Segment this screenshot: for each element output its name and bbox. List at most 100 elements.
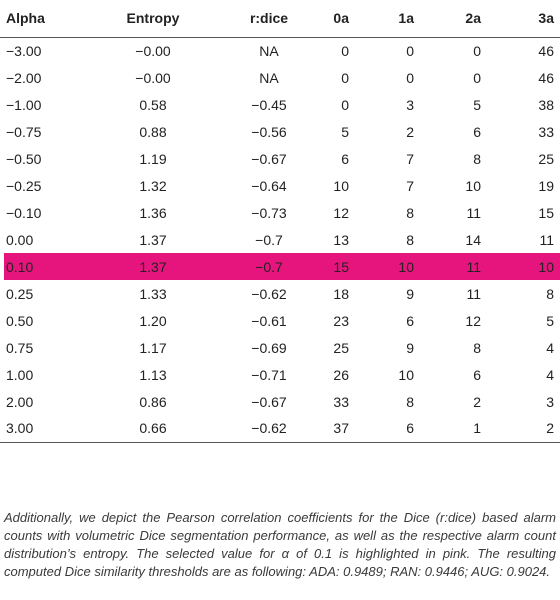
table-cell: 0 xyxy=(406,69,414,86)
table-cell: 46 xyxy=(538,69,554,86)
table-cell: NA xyxy=(259,42,279,59)
table-cell: 8 xyxy=(546,285,554,302)
table-cell: 11 xyxy=(466,204,481,221)
table-cell: 5 xyxy=(473,96,481,113)
table-row: −0.50 1.19 −0.67 6 7 8 25 xyxy=(0,145,560,172)
table-cell: 12 xyxy=(465,312,481,329)
table-cell: 1.19 xyxy=(139,150,167,167)
table-cell: −0.10 xyxy=(6,204,42,221)
table-cell: 0 xyxy=(473,42,481,59)
table-cell: 1.00 xyxy=(6,366,34,383)
table-cell: 15 xyxy=(538,204,554,221)
table-cell: 2 xyxy=(473,393,481,410)
table-cell: 18 xyxy=(333,285,349,302)
table-cell: −0.62 xyxy=(251,285,287,302)
table-row: 0.00 1.37 −0.7 13 8 14 11 xyxy=(0,226,560,253)
table-row: −3.00 −0.00 NA 0 0 0 46 xyxy=(0,37,560,64)
table-cell: 6 xyxy=(473,366,481,383)
table-cell: 13 xyxy=(333,231,349,248)
table-cell: −0.61 xyxy=(251,312,287,329)
table-cell: 3 xyxy=(406,96,414,113)
table-cell: 3.00 xyxy=(0,415,91,443)
table-cell: 0.58 xyxy=(139,96,167,113)
header-row: Alpha Entropy r:dice 0a 1a 2a 3a xyxy=(0,0,560,38)
table-cell: −0.56 xyxy=(251,123,287,140)
table-row: 2.00 0.86 −0.67 33 8 2 3 xyxy=(0,388,560,415)
table-cell: 8 xyxy=(406,231,414,248)
table-cell: −0.69 xyxy=(251,339,287,356)
column-header: 1a xyxy=(383,0,442,38)
table-cell: −0.73 xyxy=(251,204,287,221)
table-cell: 0.86 xyxy=(139,393,167,410)
table-cell: 10 xyxy=(398,366,414,383)
table-cell: NA xyxy=(259,69,279,86)
table-cell: 9 xyxy=(406,285,414,302)
table-cell: −0.71 xyxy=(251,366,287,383)
table-header: Alpha Entropy r:dice 0a 1a 2a 3a xyxy=(0,0,560,38)
table-cell: 8 xyxy=(406,393,414,410)
table-cell: 6 xyxy=(406,312,414,329)
table-cell: 11 xyxy=(442,253,501,280)
table-cell: 1.37 xyxy=(91,253,215,280)
table-cell: 8 xyxy=(473,150,481,167)
table-cell: 25 xyxy=(333,339,349,356)
table-cell: −0.62 xyxy=(215,415,323,443)
table-cell: 1.33 xyxy=(139,285,167,302)
table-row: 0.75 1.17 −0.69 25 9 8 4 xyxy=(0,334,560,361)
table-cell: 26 xyxy=(333,366,349,383)
table-row: 1.00 1.13 −0.71 26 10 6 4 xyxy=(0,361,560,388)
table-cell: 0.25 xyxy=(6,285,34,302)
table-cell: 8 xyxy=(473,339,481,356)
table-cell: −0.64 xyxy=(251,177,287,194)
table-cell: 0 xyxy=(341,42,349,59)
table-cell: 1.32 xyxy=(139,177,167,194)
table-cell: 11 xyxy=(466,285,481,302)
table-cell: 46 xyxy=(538,42,554,59)
table-row: −0.10 1.36 −0.73 12 8 11 15 xyxy=(0,199,560,226)
table-cell: −0.7 xyxy=(255,231,283,248)
table-cell: 14 xyxy=(465,231,481,248)
table-body: −3.00 −0.00 NA 0 0 0 46 −2.00 −0.00 NA 0 0 0 46 −1.00 0… xyxy=(0,37,560,443)
table-cell: 6 xyxy=(383,415,442,443)
table-cell: −0.67 xyxy=(251,393,287,410)
table-cell: 9 xyxy=(406,339,414,356)
table-cell: 0 xyxy=(473,69,481,86)
table-cell: 4 xyxy=(546,339,554,356)
table-caption: Additionally, we depict the Pearson corr… xyxy=(4,510,556,579)
table-cell: −2.00 xyxy=(6,69,42,86)
table-row: 3.00 0.66 −0.62 37 6 1 2 xyxy=(0,415,560,443)
table-cell: 38 xyxy=(538,96,554,113)
table-cell: 5 xyxy=(341,123,349,140)
table-cell: 1.36 xyxy=(139,204,167,221)
table-cell: 37 xyxy=(323,415,383,443)
table-cell: 25 xyxy=(538,150,554,167)
table-cell: 19 xyxy=(538,177,554,194)
table-cell: −0.50 xyxy=(6,150,42,167)
table-cell: −3.00 xyxy=(6,42,42,59)
table-cell: −0.7 xyxy=(215,253,323,280)
table-cell: 5 xyxy=(546,312,554,329)
column-header: 2a xyxy=(442,0,501,38)
table-cell: 23 xyxy=(333,312,349,329)
table-row: −0.75 0.88 −0.56 5 2 6 33 xyxy=(0,118,560,145)
table-cell: 0.75 xyxy=(6,339,34,356)
table-cell: 33 xyxy=(538,123,554,140)
table-cell: 0.66 xyxy=(91,415,215,443)
table-cell: 0.10 xyxy=(0,253,91,280)
table-cell: 10 xyxy=(333,177,349,194)
table-cell: 2 xyxy=(501,415,560,443)
table-cell: 0 xyxy=(341,69,349,86)
table-cell: 1 xyxy=(442,415,501,443)
table-cell: 4 xyxy=(546,366,554,383)
table-cell: 2.00 xyxy=(6,393,34,410)
table-cell: 0.00 xyxy=(6,231,34,248)
column-header: Entropy xyxy=(91,0,215,38)
table-cell: 10 xyxy=(465,177,481,194)
table-cell: 10 xyxy=(383,253,442,280)
table-cell: −0.00 xyxy=(135,42,171,59)
table-row: −1.00 0.58 −0.45 0 3 5 38 xyxy=(0,91,560,118)
table-row: 0.50 1.20 −0.61 23 6 12 5 xyxy=(0,307,560,334)
table-cell: 0.88 xyxy=(139,123,167,140)
table-row: −0.25 1.32 −0.64 10 7 10 19 xyxy=(0,172,560,199)
